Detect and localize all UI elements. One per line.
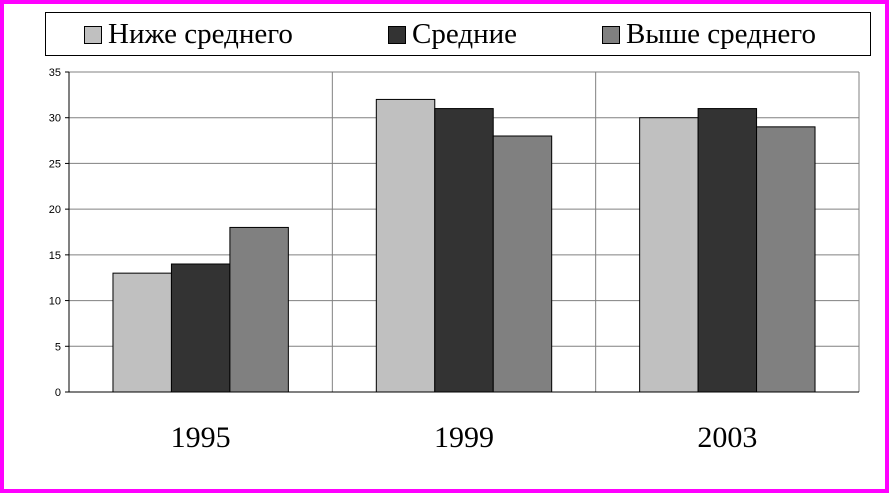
legend: Ниже среднего Средние Выше среднего [45,12,871,56]
legend-swatch-average [388,26,406,44]
bar [639,117,699,393]
bar [170,263,231,393]
legend-swatch-above-average [602,26,620,44]
bar [756,126,816,393]
x-category-label: 1999 [434,421,494,454]
bar [434,108,494,393]
y-tick-label: 20 [49,204,61,216]
y-tick-label: 15 [49,250,61,262]
y-tick-label: 5 [55,341,61,353]
y-tick-label: 25 [49,158,61,170]
y-tick-label: 30 [49,113,61,125]
x-category-label: 1995 [171,421,231,454]
bar [375,98,436,393]
legend-label-below-average: Ниже среднего [108,18,293,50]
bar [112,272,172,393]
x-category-label: 2003 [697,421,757,454]
legend-label-above-average: Выше среднего [626,18,816,50]
y-tick-label: 0 [55,387,61,399]
bar [492,135,553,393]
bar [229,226,289,393]
y-tick-label: 35 [49,67,61,79]
y-tick-label: 10 [49,296,61,308]
legend-swatch-below-average [84,26,102,44]
bar [697,108,758,393]
legend-label-average: Средние [412,18,517,50]
